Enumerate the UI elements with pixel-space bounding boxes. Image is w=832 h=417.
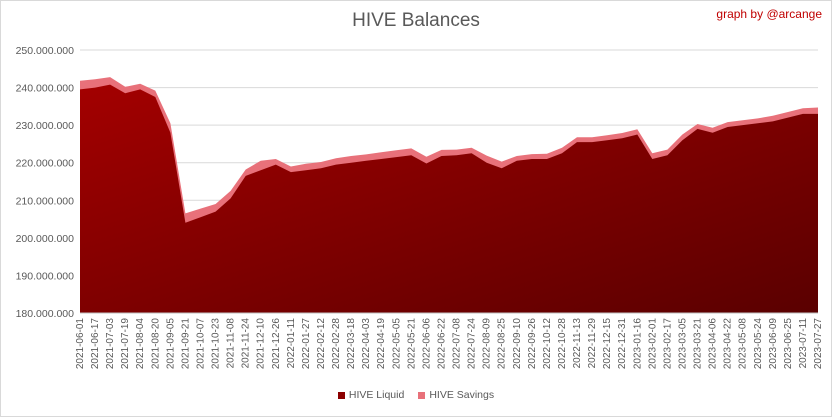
x-tick-label: 2022-01-27 bbox=[301, 318, 312, 370]
x-tick-label: 2022-01-11 bbox=[286, 318, 297, 369]
x-tick-label: 2021-07-19 bbox=[120, 318, 131, 370]
x-tick-label: 2021-08-04 bbox=[135, 318, 146, 370]
x-tick-label: 2022-02-12 bbox=[316, 318, 327, 370]
x-tick-label: 2021-06-01 bbox=[75, 318, 86, 370]
y-tick-label: 250.000.000 bbox=[16, 45, 75, 57]
x-tick-label: 2023-03-05 bbox=[677, 318, 688, 370]
y-tick-label: 230.000.000 bbox=[16, 120, 75, 132]
x-tick-label: 2021-07-03 bbox=[105, 318, 116, 370]
series-area-hive-liquid bbox=[80, 84, 818, 313]
x-tick-label: 2022-09-10 bbox=[512, 318, 523, 370]
x-tick-label: 2023-02-17 bbox=[662, 318, 673, 370]
x-tick-label: 2023-03-21 bbox=[693, 318, 704, 370]
x-tick-label: 2023-06-25 bbox=[783, 318, 794, 370]
y-tick-label: 200.000.000 bbox=[16, 233, 75, 245]
x-tick-label: 2023-04-22 bbox=[723, 318, 734, 370]
x-tick-label: 2022-06-22 bbox=[436, 318, 447, 370]
legend-swatch-savings bbox=[418, 391, 426, 399]
x-tick-label: 2021-06-17 bbox=[90, 318, 101, 370]
x-tick-label: 2022-10-28 bbox=[557, 318, 568, 370]
x-tick-label: 2022-07-24 bbox=[467, 318, 478, 370]
x-tick-label: 2022-05-05 bbox=[391, 318, 402, 370]
legend-swatch-liquid bbox=[337, 391, 345, 399]
x-tick-label: 2022-08-25 bbox=[497, 318, 508, 370]
x-tick-label: 2022-05-21 bbox=[406, 318, 417, 370]
x-tick-label: 2022-08-09 bbox=[482, 318, 493, 370]
legend-item-liquid: HIVE Liquid bbox=[337, 389, 405, 401]
chart-credit: graph by @arcange bbox=[716, 7, 822, 21]
chart-legend: HIVE Liquid HIVE Savings bbox=[0, 389, 832, 401]
x-tick-label: 2021-11-08 bbox=[226, 318, 237, 369]
x-tick-label: 2021-11-24 bbox=[241, 318, 252, 369]
y-tick-label: 190.000.000 bbox=[16, 270, 75, 282]
x-tick-label: 2022-06-06 bbox=[421, 318, 432, 370]
x-tick-label: 2021-12-26 bbox=[271, 318, 282, 370]
x-tick-label: 2021-12-10 bbox=[256, 318, 267, 370]
y-tick-label: 210.000.000 bbox=[16, 195, 75, 207]
x-tick-label: 2022-04-19 bbox=[376, 318, 387, 370]
legend-label-savings: HIVE Savings bbox=[429, 389, 495, 401]
x-tick-label: 2022-07-08 bbox=[452, 318, 463, 370]
x-tick-label: 2023-02-01 bbox=[647, 318, 658, 370]
x-tick-label: 2022-10-12 bbox=[542, 318, 553, 370]
x-tick-label: 2021-08-20 bbox=[150, 318, 161, 370]
x-tick-label: 2022-12-15 bbox=[602, 318, 613, 370]
x-tick-label: 2022-02-28 bbox=[331, 318, 342, 370]
x-tick-label: 2022-09-26 bbox=[527, 318, 538, 370]
x-tick-label: 2022-12-31 bbox=[617, 318, 628, 370]
x-tick-label: 2022-11-13 bbox=[572, 318, 583, 369]
x-tick-label: 2023-01-16 bbox=[632, 318, 643, 370]
chart-title: HIVE Balances bbox=[352, 10, 480, 31]
legend-label-liquid: HIVE Liquid bbox=[348, 389, 405, 401]
x-tick-label: 2022-03-18 bbox=[346, 318, 357, 370]
x-tick-label: 2022-04-03 bbox=[361, 318, 372, 370]
y-tick-label: 220.000.000 bbox=[16, 158, 75, 170]
x-tick-label: 2023-05-08 bbox=[738, 318, 749, 370]
x-tick-label: 2023-06-09 bbox=[768, 318, 779, 370]
y-tick-label: 240.000.000 bbox=[16, 83, 75, 95]
y-tick-label: 180.000.000 bbox=[16, 308, 75, 320]
x-tick-label: 2023-04-06 bbox=[708, 318, 719, 370]
x-tick-label: 2021-10-23 bbox=[211, 318, 222, 370]
x-tick-label: 2023-07-11 bbox=[798, 318, 809, 369]
legend-item-savings: HIVE Savings bbox=[418, 389, 494, 401]
x-tick-label: 2023-05-24 bbox=[753, 318, 764, 370]
x-tick-label: 2022-11-29 bbox=[587, 318, 598, 369]
x-tick-label: 2021-09-05 bbox=[165, 318, 176, 370]
x-tick-label: 2021-10-07 bbox=[195, 318, 206, 370]
x-tick-label: 2023-07-27 bbox=[813, 318, 824, 370]
x-tick-label: 2021-09-21 bbox=[180, 318, 191, 370]
